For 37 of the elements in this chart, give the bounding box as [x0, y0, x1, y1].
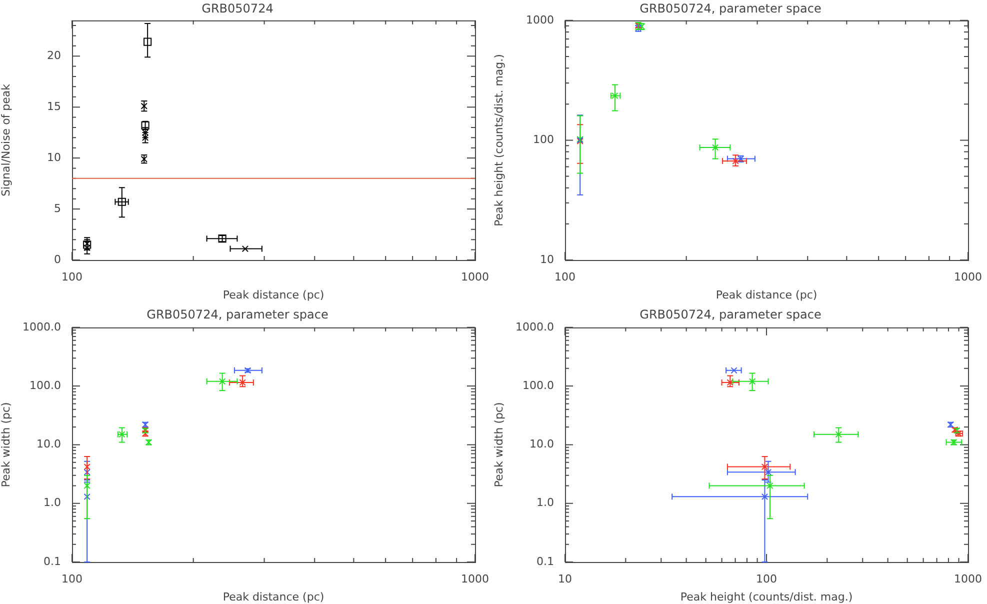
x-axis-title: Peak height (counts/dist. mag.) [680, 590, 853, 604]
y-tick-label: 1000.0 [22, 320, 61, 334]
y-axis-title: Peak width (pc) [492, 402, 506, 488]
y-tick-label: 20 [47, 48, 61, 62]
x-axis-title: Peak distance (pc) [222, 288, 324, 302]
y-axis-title: Peak height (counts/dist. mag.) [492, 54, 506, 226]
y-tick-label: 10 [47, 150, 61, 164]
x-axis-title: Peak distance (pc) [716, 288, 818, 302]
x-tick-label: 1000 [461, 270, 489, 284]
x-axis-title: Peak distance (pc) [222, 590, 324, 604]
y-tick-label: 1000.0 [516, 320, 554, 334]
x-tick-label: 1000 [461, 572, 489, 586]
y-tick-label: 0.1 [44, 554, 61, 568]
y-axis-title: Peak width (pc) [0, 402, 12, 488]
chart-title: GRB050724 [202, 1, 274, 16]
chart-title: GRB050724, parameter space [146, 307, 328, 322]
y-tick-label: 1.0 [44, 496, 61, 510]
y-tick-label: 1000 [526, 13, 554, 26]
y-tick-label: 10 [540, 252, 554, 266]
x-tick-label: 1000 [954, 572, 982, 586]
chart-title: GRB050724, parameter space [640, 307, 822, 322]
x-tick-label: 10 [558, 572, 572, 586]
x-tick-label: 1000 [954, 270, 982, 284]
y-tick-label: 5 [54, 202, 61, 215]
y-tick-label: 100.0 [522, 378, 554, 392]
x-tick-label: 100 [756, 572, 777, 586]
x-tick-label: 100 [554, 270, 576, 284]
y-tick-label: 1.0 [536, 496, 554, 510]
y-tick-label: 0.1 [536, 554, 554, 568]
y-tick-label: 10.0 [36, 438, 61, 451]
y-tick-label: 15 [47, 100, 61, 113]
chart-title: GRB050724, parameter space [640, 1, 822, 16]
y-tick-label: 10.0 [530, 438, 554, 451]
y-tick-label: 100 [533, 133, 554, 146]
y-tick-label: 0 [54, 252, 61, 266]
y-axis-title: Signal/Noise of peak [0, 83, 12, 196]
y-tick-label: 100.0 [30, 378, 61, 392]
